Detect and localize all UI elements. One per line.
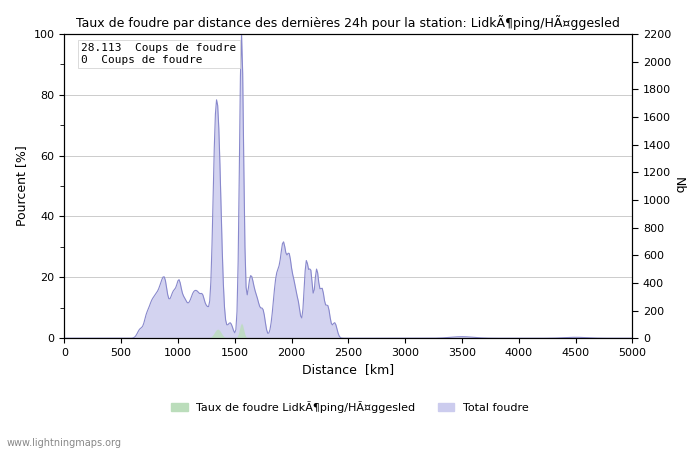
Title: Taux de foudre par distance des dernières 24h pour la station: LidkÃ¶ping/HÃ¤gge: Taux de foudre par distance des dernière… — [76, 15, 620, 30]
X-axis label: Distance  [km]: Distance [km] — [302, 364, 394, 377]
Legend: Taux de foudre LidkÃ¶ping/HÃ¤ggesled, Total foudre: Taux de foudre LidkÃ¶ping/HÃ¤ggesled, To… — [167, 396, 533, 418]
Y-axis label: Nb: Nb — [672, 177, 685, 195]
Y-axis label: Pourcent [%]: Pourcent [%] — [15, 146, 28, 226]
Text: 28.113  Coups de foudre
0  Coups de foudre: 28.113 Coups de foudre 0 Coups de foudre — [81, 43, 237, 65]
Text: www.lightningmaps.org: www.lightningmaps.org — [7, 437, 122, 447]
